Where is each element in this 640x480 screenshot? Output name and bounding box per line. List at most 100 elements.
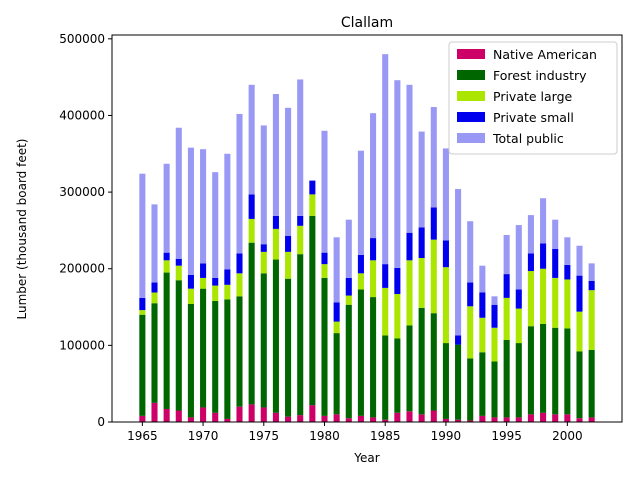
bar-1965-series-2 [139,310,146,315]
bar-1990-series-4 [442,148,449,241]
bar-1972-series-2 [224,284,231,300]
bar-1993-series-3 [479,292,486,318]
bar-1993-series-2 [479,317,486,353]
x-tick-label: 1980 [309,429,340,443]
bar-2000-series-2 [564,279,571,329]
bar-1965-series-0 [139,415,146,422]
bar-1998-series-4 [540,198,547,244]
bar-1994-series-2 [491,327,498,362]
bar-1970-series-3 [200,263,207,278]
bar-1993-series-0 [479,415,486,422]
bar-2001-series-2 [576,311,583,352]
bar-1986-series-0 [394,412,401,422]
bar-1975-series-4 [260,125,267,245]
bar-1983-series-2 [357,273,364,290]
bar-1983-series-4 [357,150,364,255]
bar-1981-series-0 [333,414,340,422]
x-tick-label: 1970 [188,429,219,443]
x-tick-label: 1990 [431,429,462,443]
bar-1977-series-1 [285,278,292,417]
bar-1974-series-4 [248,84,255,195]
bar-1967-series-4 [163,163,170,253]
bar-1985-series-2 [382,287,389,336]
y-tick-label: 400000 [59,108,105,122]
bar-1980-series-2 [321,264,328,278]
bar-1981-series-3 [333,302,340,322]
bar-1987-series-1 [406,325,413,412]
bar-1973-series-2 [236,273,243,297]
bar-1996-series-0 [515,417,522,422]
bar-1993-series-4 [479,265,486,293]
x-tick-label: 2000 [552,429,583,443]
bar-1989-series-2 [430,239,437,314]
bar-1988-series-3 [418,227,425,258]
bar-1974-series-3 [248,194,255,219]
bar-1984-series-4 [370,113,377,239]
bar-1995-series-2 [503,297,510,340]
bar-1977-series-0 [285,416,292,422]
bar-1976-series-0 [272,412,279,422]
bar-1990-series-0 [442,418,449,422]
bar-1976-series-4 [272,94,279,216]
bar-1973-series-1 [236,296,243,407]
bar-1990-series-2 [442,267,449,344]
bar-1975-series-0 [260,407,267,422]
bar-1988-series-4 [418,131,425,228]
bar-1979-series-3 [309,180,316,195]
bar-1968-series-4 [175,127,182,259]
bar-1983-series-3 [357,254,364,274]
bar-1996-series-4 [515,225,522,290]
bar-1989-series-4 [430,107,437,208]
bar-1997-series-4 [527,215,534,254]
bar-1972-series-0 [224,418,231,422]
bar-1986-series-3 [394,267,401,295]
bar-2000-series-4 [564,237,571,265]
bar-1979-series-2 [309,194,316,216]
legend-swatch-4 [457,133,485,143]
bar-1987-series-3 [406,232,413,261]
bar-1992-series-3 [467,282,474,307]
legend-label-0: Native American [493,47,597,62]
bar-1968-series-2 [175,265,182,281]
legend: Native American Forest industry Private la… [448,41,618,155]
bar-1982-series-1 [345,304,352,419]
bar-1987-series-2 [406,260,413,326]
bar-1975-series-1 [260,273,267,408]
bar-1971-series-0 [212,412,219,422]
bar-1968-series-1 [175,280,182,411]
bar-1979-series-0 [309,405,316,422]
bar-1969-series-0 [187,417,194,422]
bar-1969-series-2 [187,288,194,304]
bar-1967-series-2 [163,260,170,273]
bar-1970-series-4 [200,149,207,264]
bar-1984-series-2 [370,260,377,298]
bar-2001-series-3 [576,275,583,312]
bar-1997-series-3 [527,253,534,272]
bar-1990-series-3 [442,240,449,268]
bars-group [139,54,595,422]
bar-1977-series-4 [285,107,292,236]
y-axis-label: Lumber (thousand board feet) [15,139,29,320]
bar-2000-series-1 [564,328,571,415]
bar-1975-series-3 [260,244,267,252]
legend-box [448,41,618,155]
bar-2001-series-1 [576,351,583,419]
bar-1989-series-0 [430,410,437,422]
bar-1971-series-2 [212,285,219,301]
legend-label-2: Private large [493,89,573,104]
bar-1974-series-2 [248,218,255,243]
bar-1997-series-1 [527,326,534,415]
y-tick-label: 500000 [59,32,105,46]
bar-2001-series-4 [576,245,583,276]
bar-1989-series-3 [430,207,437,240]
bar-1969-series-4 [187,147,194,275]
bar-1992-series-2 [467,306,474,359]
bar-1994-series-1 [491,361,498,418]
bar-1968-series-0 [175,410,182,422]
bar-1986-series-1 [394,338,401,413]
bar-2000-series-0 [564,414,571,422]
bar-1966-series-4 [151,204,158,283]
bar-1980-series-1 [321,277,328,416]
bar-1998-series-2 [540,268,547,324]
y-tick-label: 100000 [59,338,105,352]
